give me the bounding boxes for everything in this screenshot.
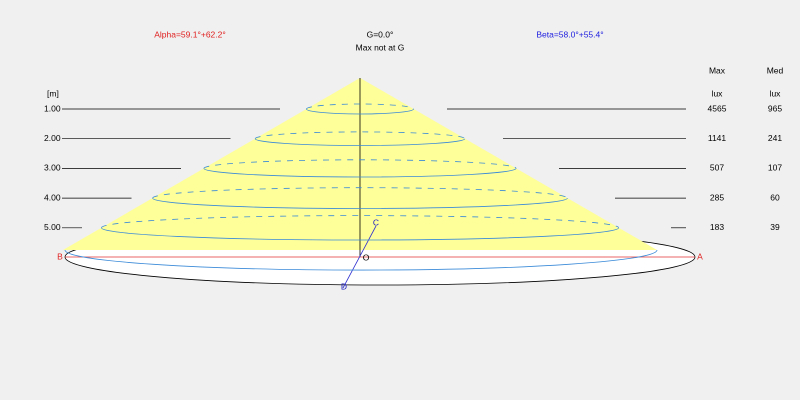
height-label: 5.00: [44, 222, 61, 232]
cone-fill-top: [65, 78, 657, 250]
lux-value: 507: [710, 163, 724, 173]
lux-value: 39: [770, 222, 780, 232]
level-ellipse-back: [203, 159, 517, 169]
note-label: Max not at G: [356, 42, 405, 52]
height-label: 3.00: [44, 163, 61, 173]
levels: [64, 103, 658, 271]
point-d: D: [341, 281, 347, 291]
lux-value: 4565: [708, 103, 727, 113]
lux-value: 285: [710, 192, 724, 202]
lux-value: 965: [768, 103, 782, 113]
column-unit: lux: [770, 88, 782, 98]
level-ellipse-front: [254, 138, 466, 146]
lux-value: 241: [768, 133, 782, 143]
alpha-label: Alpha=59.1°+62.2°: [154, 29, 226, 39]
column-header: Max: [709, 65, 726, 75]
base-inner-arc: [64, 249, 658, 271]
level-ellipse-front: [306, 108, 414, 115]
height-label: 2.00: [44, 133, 61, 143]
height-label: 4.00: [44, 192, 61, 202]
lux-value: 1141: [708, 133, 727, 143]
point-b: B: [57, 251, 63, 261]
column-unit: lux: [712, 88, 724, 98]
level-ellipse-back: [152, 187, 568, 199]
gamma-label: G=0.0°: [367, 29, 394, 39]
point-c: C: [373, 217, 379, 227]
point-a: A: [697, 251, 703, 261]
point-o: O: [363, 252, 370, 262]
lux-value: 107: [768, 163, 782, 173]
level-ellipse-back: [254, 131, 466, 139]
level-ellipse-front: [203, 168, 517, 178]
axis-c-d: [342, 225, 377, 289]
level-ellipse-front: [100, 227, 620, 241]
beta-label: Beta=58.0°+55.4°: [536, 29, 603, 39]
column-header: Med: [767, 65, 784, 75]
lux-value: 183: [710, 222, 724, 232]
level-ellipse-front: [152, 197, 568, 209]
lux-value: 60: [770, 192, 780, 202]
height-label: 1.00: [44, 103, 61, 113]
height-unit: [m]: [47, 88, 59, 98]
